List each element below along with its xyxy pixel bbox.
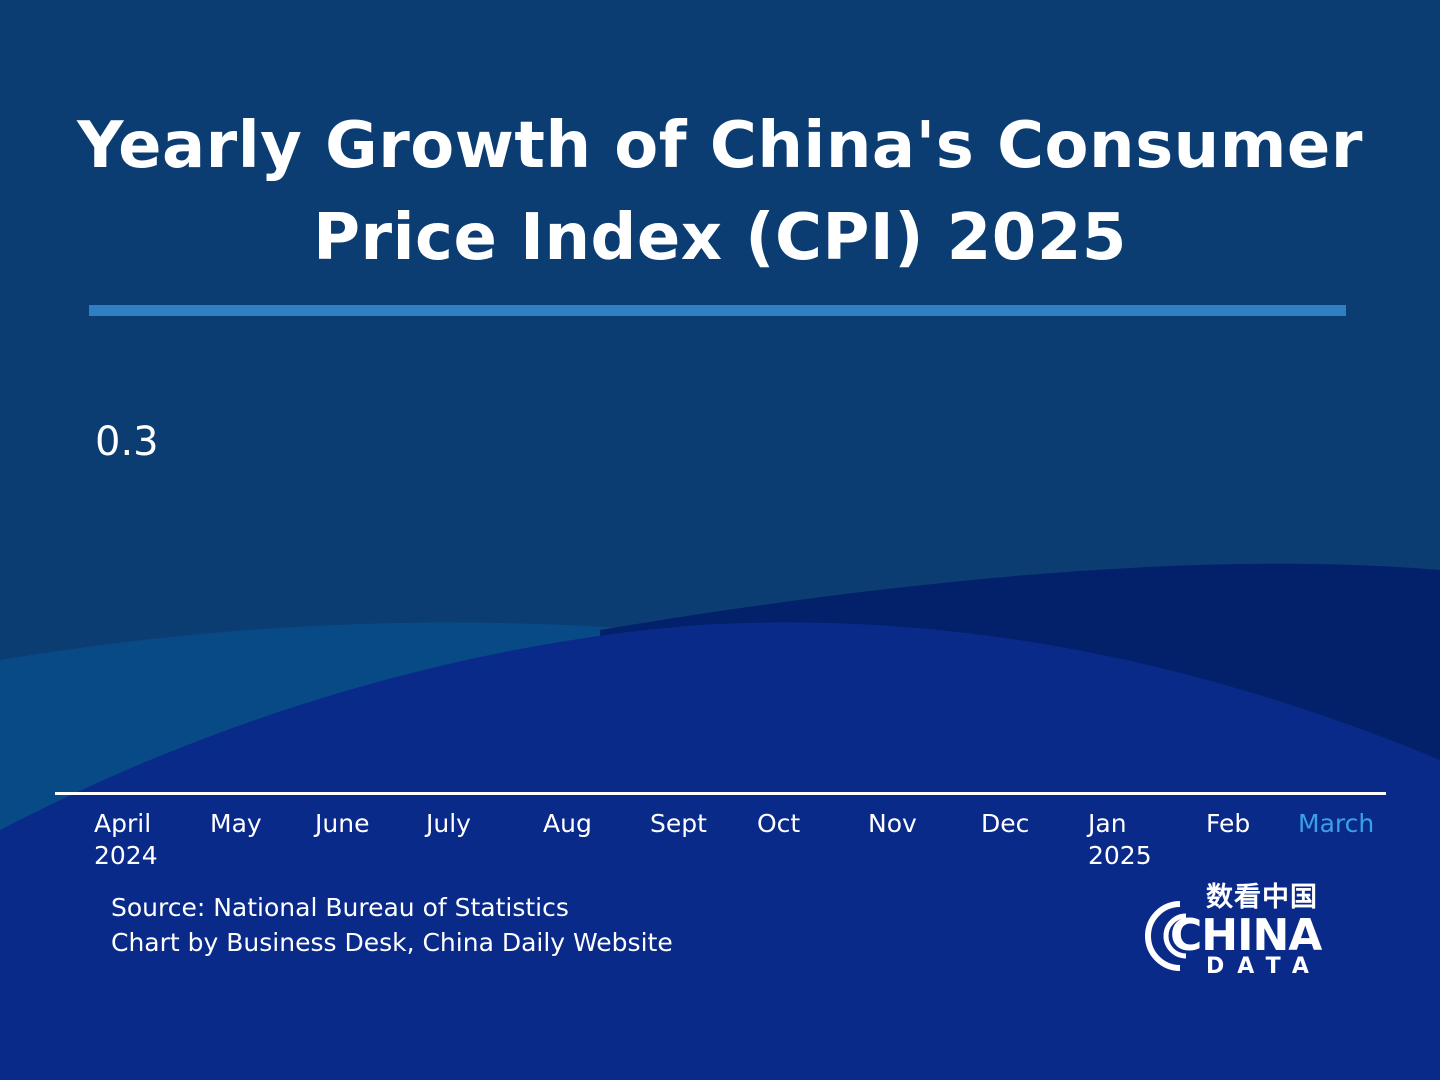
current-value-label: 0.3 <box>95 419 159 465</box>
x-tick-label: April 2024 <box>94 808 158 872</box>
logo-chinese-text: 数看中国 <box>1206 882 1318 913</box>
x-tick-label: Nov <box>868 808 917 840</box>
x-tick-month: May <box>210 809 262 838</box>
x-axis-line <box>55 792 1386 795</box>
logo-wordmark: CHINA <box>1170 910 1322 961</box>
x-tick-month: Feb <box>1206 809 1251 838</box>
x-tick-month: Dec <box>981 809 1030 838</box>
x-tick-label: June <box>315 808 369 840</box>
chart-title: Yearly Growth of China's Consumer Price … <box>77 109 1363 275</box>
x-tick-month: Aug <box>543 809 592 838</box>
x-tick-month: Jan <box>1088 809 1127 838</box>
x-tick-year: 2024 <box>94 841 158 870</box>
title-divider <box>89 305 1346 316</box>
x-tick-label: March <box>1298 808 1374 840</box>
x-tick-month: Oct <box>757 809 801 838</box>
x-tick-label: May <box>210 808 262 840</box>
x-tick-month: Sept <box>650 809 707 838</box>
x-tick-label: Dec <box>981 808 1029 840</box>
china-data-logo: 数看中国 CHINA DATA <box>1140 882 1330 982</box>
x-tick-label: Feb <box>1206 808 1250 840</box>
x-tick-year: 2025 <box>1088 841 1152 870</box>
x-tick-label: Aug <box>543 808 592 840</box>
x-tick-month: June <box>315 809 370 838</box>
source-note: Source: National Bureau of Statistics Ch… <box>111 890 673 960</box>
logo-arcs-icon <box>1145 901 1187 971</box>
x-tick-label: Jan 2025 <box>1088 808 1152 872</box>
x-tick-label: Oct <box>757 808 800 840</box>
source-line: Source: National Bureau of Statistics <box>111 893 569 922</box>
credit-line: Chart by Business Desk, China Daily Webs… <box>111 928 673 957</box>
x-tick-month: Nov <box>868 809 917 838</box>
x-tick-month: March <box>1298 809 1375 838</box>
x-tick-label: Sept <box>650 808 707 840</box>
x-tick-month: April <box>94 809 152 838</box>
logo-subtitle: DATA <box>1206 954 1322 979</box>
x-tick-label: July <box>426 808 471 840</box>
x-tick-month: July <box>426 809 471 838</box>
